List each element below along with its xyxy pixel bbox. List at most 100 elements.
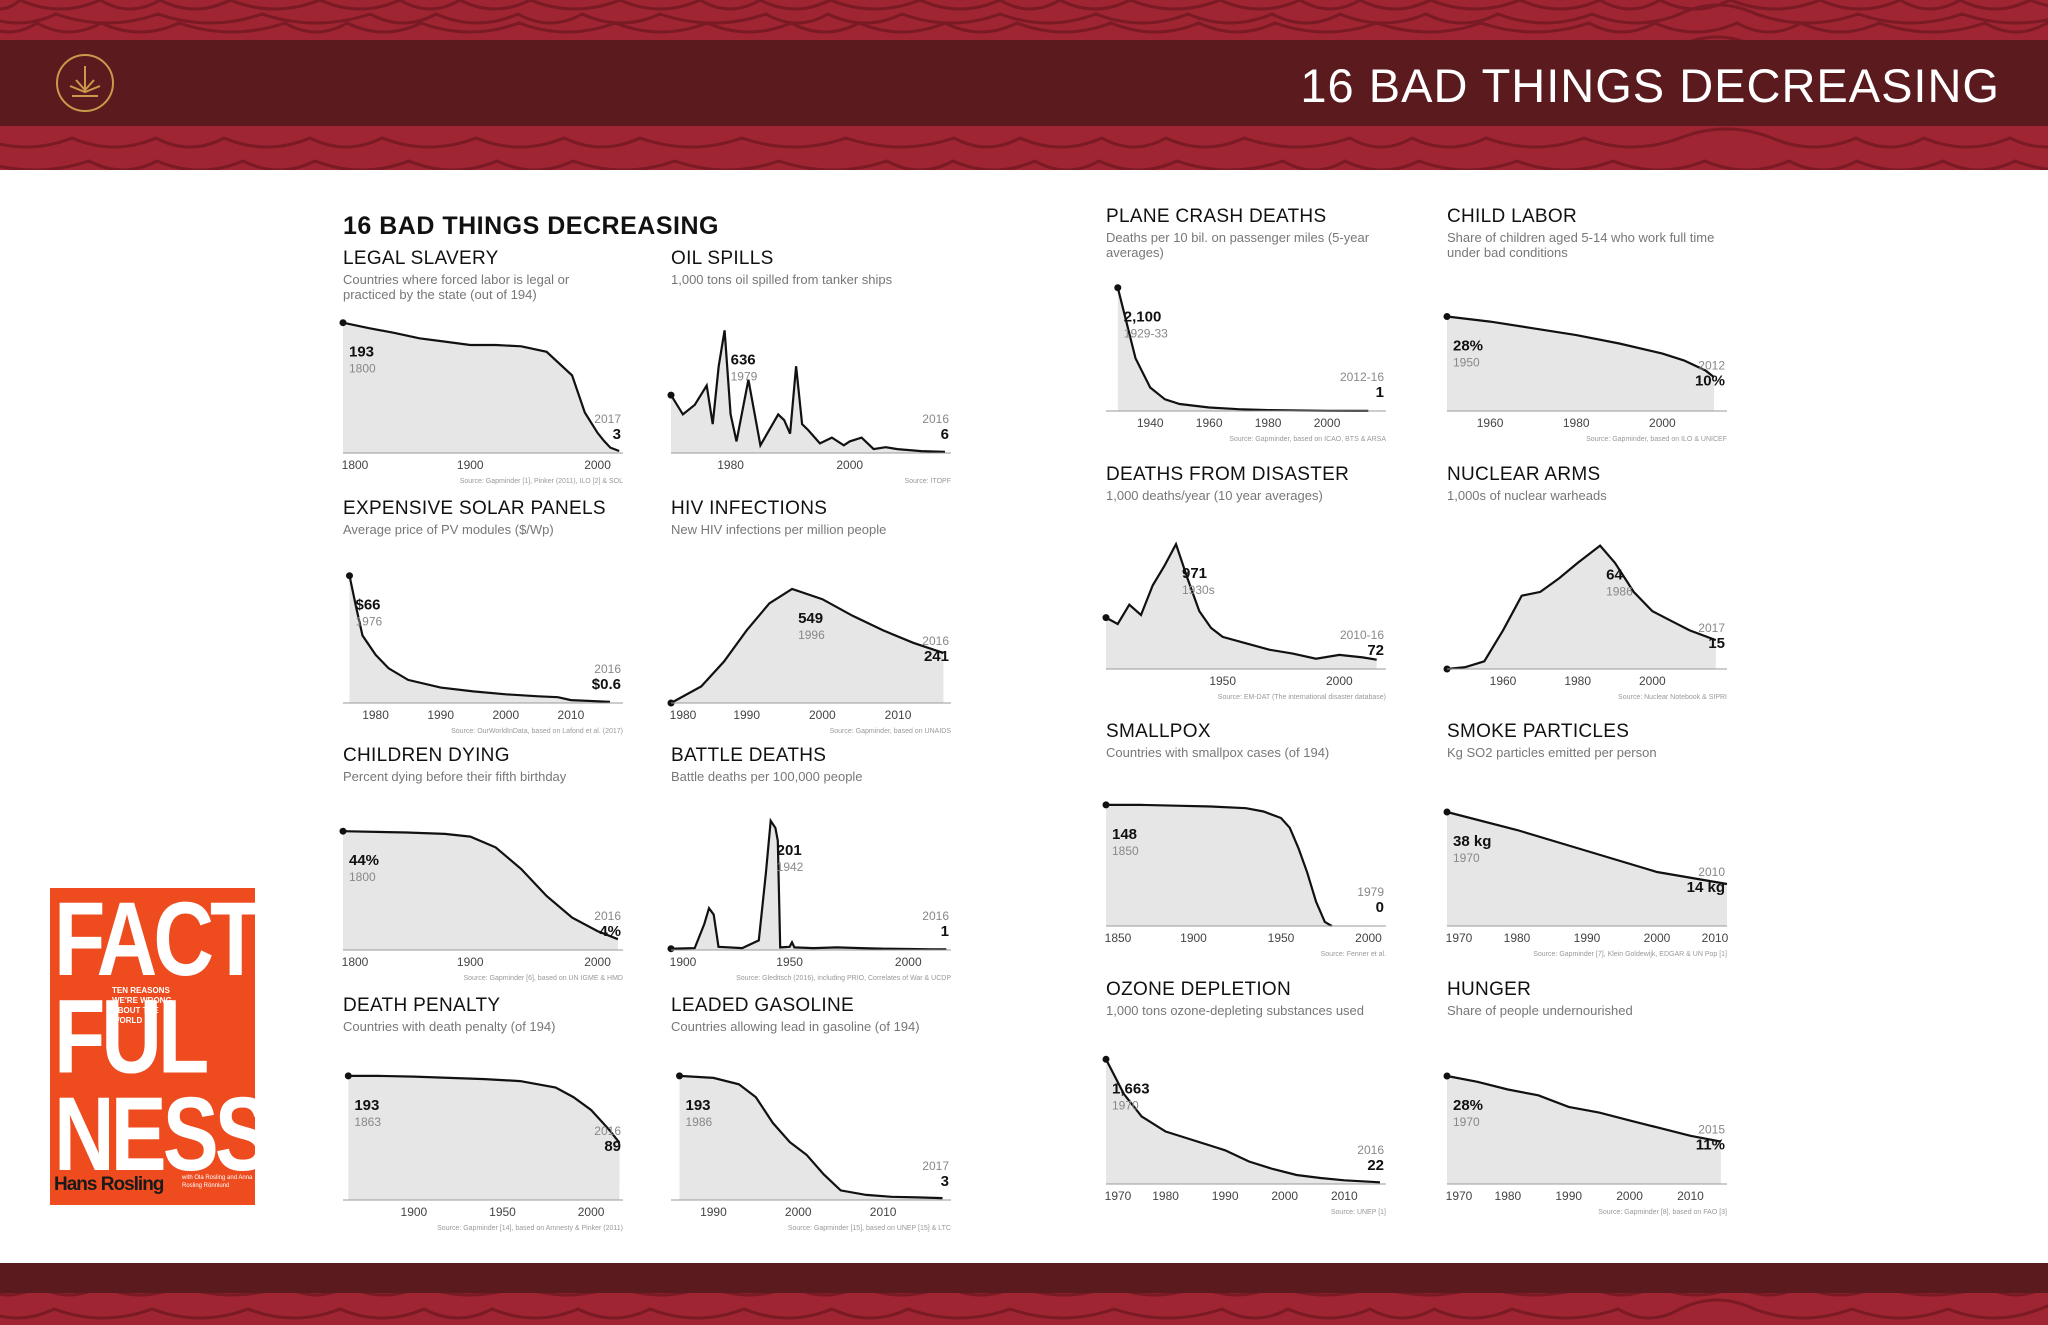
series-area xyxy=(343,831,618,950)
x-tick-label: 2010 xyxy=(1677,1189,1704,1203)
data-label-year: 1863 xyxy=(354,1115,381,1129)
series-area xyxy=(1117,287,1369,411)
data-label-year: 2016 xyxy=(922,634,949,648)
x-tick-label: 2000 xyxy=(1649,416,1676,430)
x-tick-label: 1960 xyxy=(1490,674,1517,688)
data-label-year: 1986 xyxy=(685,1115,712,1129)
data-label-year: 1970 xyxy=(1453,1115,1480,1129)
series-area xyxy=(1106,804,1332,926)
chart-source: Source: Gapminder [7], Klein Goldewijk, … xyxy=(1533,951,1727,958)
series-area xyxy=(343,322,620,453)
data-point xyxy=(676,1072,683,1080)
chart-subtitle: Countries with smallpox cases (of 194) xyxy=(1106,745,1330,760)
x-tick-label: 1980 xyxy=(1504,931,1531,945)
header-title: 16 BAD THINGS DECREASING xyxy=(1300,59,2000,112)
slide-content xyxy=(0,170,2048,1263)
chart-child-labor: CHILD LABOR Share of children aged 5-14 w… xyxy=(1443,206,1727,443)
x-tick-label: 1950 xyxy=(776,955,803,969)
data-label-value: 14 kg xyxy=(1687,879,1725,896)
header-bar xyxy=(0,40,2048,126)
data-point xyxy=(1443,808,1451,816)
data-label-year: 1800 xyxy=(349,362,376,376)
data-label-value: 636 xyxy=(731,351,756,368)
band-wave-line xyxy=(0,1298,2048,1320)
data-label-value: 6 xyxy=(941,426,949,443)
chart-subtitle: Countries allowing lead in gasoline (of … xyxy=(671,1019,920,1034)
chart-title: PLANE CRASH DEATHS xyxy=(1106,206,1327,227)
data-point xyxy=(667,391,675,399)
data-label-year: 1930s xyxy=(1182,583,1215,597)
x-tick-label: 2010 xyxy=(870,1205,897,1219)
x-tick-label: 1980 xyxy=(1564,674,1591,688)
x-tick-label: 1950 xyxy=(1268,931,1295,945)
chart-source: Source: Gapminder, based on ICAO, BTS & … xyxy=(1229,436,1386,443)
x-tick-label: 2000 xyxy=(785,1205,812,1219)
chart-source: Source: ITOPF xyxy=(904,478,951,485)
chart-subtitle: Battle deaths per 100,000 people xyxy=(671,769,863,784)
chart-title: OZONE DEPLETION xyxy=(1106,979,1292,1000)
x-tick-label: 1980 xyxy=(1495,1189,1522,1203)
series-area xyxy=(349,575,610,703)
data-label-value: 15 xyxy=(1708,635,1725,652)
chart-subtitle: New HIV infections per million people xyxy=(671,522,887,537)
x-tick-label: 2000 xyxy=(1314,416,1341,430)
chart-title: CHILDREN DYING xyxy=(343,745,510,766)
book-title: FACT FUL NESS xyxy=(54,886,271,1186)
data-label-value: 193 xyxy=(685,1097,710,1114)
data-label-value: 1 xyxy=(941,923,949,940)
book-author: Hans Rosling xyxy=(54,1174,164,1195)
data-label-year: 1850 xyxy=(1112,844,1139,858)
data-label-value: $0.6 xyxy=(592,676,621,693)
book-cover: FACT FUL NESS TEN REASONS WE'RE WRONG AB… xyxy=(50,886,271,1205)
chart-subtitle: Share of people undernourished xyxy=(1447,1003,1633,1018)
x-tick-label: 2000 xyxy=(1616,1189,1643,1203)
book-title-line2: FUL xyxy=(54,977,209,1095)
chart-source: Source: Gapminder [15], based on UNEP [1… xyxy=(788,1225,951,1232)
data-point xyxy=(1114,284,1122,292)
chart-subtitle: Kg SO2 particles emitted per person xyxy=(1447,745,1657,760)
x-tick-label: 2000 xyxy=(1326,674,1353,688)
x-tick-label: 1900 xyxy=(1180,931,1207,945)
x-tick-label: 1990 xyxy=(733,708,760,722)
data-label-year: 2016 xyxy=(1357,1143,1384,1157)
data-point xyxy=(339,827,347,835)
x-tick-label: 2000 xyxy=(492,708,519,722)
chart-source: Source: Gapminder [6], based on UN IGME … xyxy=(463,975,623,982)
chart-deaths-from-disaster: DEATHS FROM DISASTER 1,000 deaths/year (1… xyxy=(1102,464,1386,701)
chart-source: Source: Gapminder [14], based on Amnesty… xyxy=(437,1225,623,1232)
x-tick-label: 2000 xyxy=(809,708,836,722)
chart-title: DEATHS FROM DISASTER xyxy=(1106,464,1350,485)
data-point xyxy=(1102,801,1110,809)
x-tick-label: 2000 xyxy=(584,955,611,969)
x-tick-label: 1960 xyxy=(1196,416,1223,430)
chart-expensive-solar-panels: EXPENSIVE SOLAR PANELS Average price of P… xyxy=(343,498,623,735)
x-tick-label: 2000 xyxy=(836,458,863,472)
chart-smallpox: SMALLPOX Countries with smallpox cases (o… xyxy=(1102,721,1386,958)
data-label-value: 2,100 xyxy=(1124,309,1162,326)
data-label-value: 971 xyxy=(1182,565,1207,582)
x-tick-label: 1950 xyxy=(489,1205,516,1219)
x-tick-label: 1900 xyxy=(670,955,697,969)
data-label-value: 11% xyxy=(1696,1137,1725,1154)
x-tick-label: 2010 xyxy=(1702,931,1729,945)
data-label-year: 1970 xyxy=(1112,1098,1139,1112)
x-tick-label: 2010 xyxy=(1331,1189,1358,1203)
data-label-value: 64 xyxy=(1606,567,1623,584)
chart-hunger: HUNGER Share of people undernourished 1970… xyxy=(1443,979,1727,1216)
lotus-circle-icon xyxy=(54,52,116,114)
chart-subtitle: 1,000 tons ozone-depleting substances us… xyxy=(1106,1003,1365,1018)
x-tick-label: 1900 xyxy=(401,1205,428,1219)
footer-bar xyxy=(0,1263,2048,1293)
data-label-year: 2012 xyxy=(1698,358,1725,372)
chart-hiv-infections: HIV INFECTIONS New HIV infections per mil… xyxy=(667,498,951,735)
chart-subtitle: Countries with death penalty (of 194) xyxy=(343,1019,556,1034)
x-tick-label: 1900 xyxy=(457,458,484,472)
data-label-value: 38 kg xyxy=(1453,833,1491,850)
chart-title: LEADED GASOLINE xyxy=(671,995,854,1016)
data-point xyxy=(1443,313,1451,320)
